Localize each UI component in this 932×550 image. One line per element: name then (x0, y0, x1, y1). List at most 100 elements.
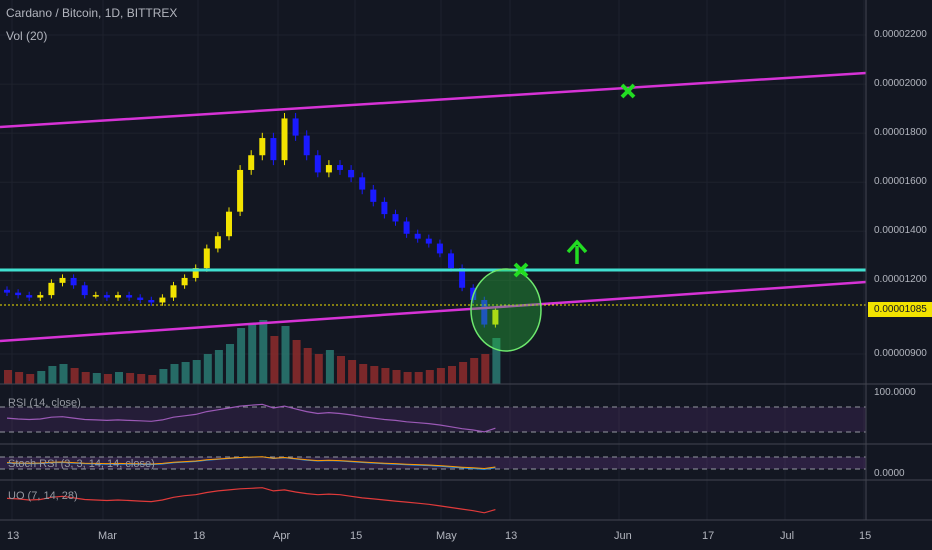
volume-bar (414, 372, 423, 384)
candle-body (226, 211, 232, 237)
x-tick-label: 15 (859, 530, 872, 542)
volume-bar (26, 374, 35, 384)
last-price-badge: 0.00001085 (868, 302, 932, 317)
rsi-label[interactable]: RSI (14, close) (8, 397, 81, 409)
candle-body (481, 300, 488, 325)
volume-bar (492, 338, 501, 384)
candle-body (37, 295, 44, 298)
x-tick-label: 18 (193, 530, 206, 542)
volume-bar (70, 368, 79, 384)
stoch-d-line (6, 456, 496, 470)
y-tick-label: 0.00001800 (874, 127, 927, 139)
x-tick-label: 13 (7, 530, 20, 542)
indicator-panes (0, 403, 866, 514)
x-mark-icon-b (620, 83, 636, 99)
volume-bar (37, 371, 46, 384)
stoch-axis-label: 0.0000 (874, 468, 905, 479)
volume-bar (403, 372, 412, 384)
candle-body (15, 292, 22, 296)
x-tick-label: 13 (505, 530, 518, 542)
candle-body (381, 201, 388, 215)
candle-body (292, 118, 299, 136)
candle-body (259, 138, 266, 156)
rsi-band (0, 407, 866, 432)
volume-bar (214, 350, 223, 384)
candle-body (148, 300, 155, 303)
candle-body (126, 295, 133, 298)
candle-body (314, 155, 321, 173)
candle-body (214, 236, 221, 249)
candle-body (281, 118, 288, 161)
volume-bar (59, 364, 68, 384)
x-tick-label: Jun (614, 530, 632, 542)
candle-body (403, 221, 410, 234)
x-mark-icon-b (513, 262, 529, 278)
y-tick-label: 0.00001400 (874, 225, 927, 237)
candle-body (103, 295, 110, 298)
volume-bar (303, 348, 312, 384)
volume-bar (381, 368, 390, 384)
volume-bar (359, 364, 368, 384)
candle-body (492, 309, 499, 325)
symbol-title[interactable]: Cardano / Bitcoin, 1D, BITTREX (6, 6, 178, 20)
volume-bar (4, 370, 12, 384)
volume-bar (192, 360, 201, 384)
candle-body (237, 169, 244, 212)
candle-body (270, 138, 277, 161)
y-tick-label: 0.00002000 (874, 78, 927, 90)
candle-body (170, 285, 177, 298)
candle-body (59, 277, 66, 283)
volume-label[interactable]: Vol (20) (6, 29, 48, 43)
volume-bar (159, 369, 168, 384)
x-tick-label: 15 (350, 530, 363, 542)
volume-bar (103, 374, 112, 384)
x-tick-label: Jul (780, 530, 795, 542)
rsi-line (6, 403, 496, 433)
volume-bar (348, 360, 357, 384)
drawings[interactable] (0, 71, 867, 352)
candle-body (392, 214, 399, 222)
volume-bar (137, 374, 146, 384)
candle-body (359, 177, 366, 190)
highlight-ellipse (470, 268, 542, 352)
volume-bar (181, 362, 190, 384)
grid-lines (0, 0, 866, 520)
candle-body (115, 295, 121, 298)
volume-bar (292, 340, 301, 384)
volume-bar (459, 362, 468, 384)
volume-bars (4, 320, 501, 384)
volume-bar (337, 356, 345, 384)
candle-body (414, 233, 421, 239)
y-tick-label: 0.00001200 (874, 274, 927, 286)
axes (0, 0, 932, 521)
volume-bar (81, 372, 90, 384)
volume-bar (237, 328, 246, 384)
volume-bar (425, 370, 434, 384)
stoch-rsi-label[interactable]: Stoch RSI (3, 3, 14, 14, close) (8, 458, 155, 470)
candles[interactable] (4, 112, 499, 328)
volume-bar (281, 326, 290, 384)
candle-body (159, 297, 166, 303)
candle-body (181, 277, 188, 286)
candle-body (370, 189, 377, 202)
volume-bar (481, 354, 490, 384)
volume-bar (48, 366, 57, 384)
x-tick-label: 17 (702, 530, 715, 542)
candle-body (26, 295, 33, 298)
volume-bar (92, 373, 101, 384)
uo-label[interactable]: UO (7, 14, 28) (8, 490, 78, 502)
candle-body (192, 268, 199, 278)
candle-body (348, 169, 355, 178)
volume-bar (248, 324, 257, 384)
rsi-axis-label: 100.0000 (874, 387, 916, 398)
candle-body (81, 285, 88, 296)
candle-body (337, 165, 343, 170)
volume-bar (325, 350, 334, 384)
volume-bar (15, 372, 24, 384)
volume-bar (314, 354, 323, 384)
volume-bar (370, 366, 379, 384)
candle-body (92, 295, 99, 297)
uo-line (6, 487, 496, 514)
